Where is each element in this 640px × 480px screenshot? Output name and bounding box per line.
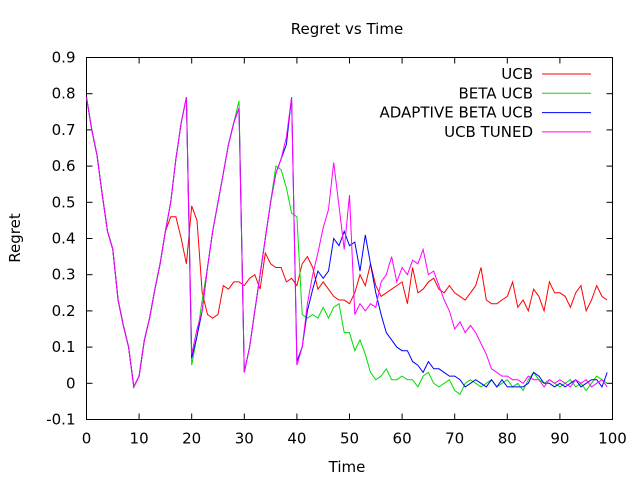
- y-tick-label: 0: [66, 374, 76, 392]
- x-tick-label: 10: [130, 430, 149, 448]
- series-line-beta-ucb: [86, 97, 608, 395]
- x-tick-label: 100: [598, 430, 627, 448]
- x-tick-label: 20: [182, 430, 201, 448]
- y-tick-label: 0.2: [52, 302, 76, 320]
- legend-label: UCB: [501, 65, 533, 83]
- legend-label: UCB TUNED: [444, 123, 533, 141]
- y-tick-label: 0.9: [52, 49, 76, 67]
- x-axis-label: Time: [328, 458, 366, 476]
- plot-area-frame: [86, 57, 613, 420]
- series-line-ucb: [86, 97, 608, 389]
- chart-title: Regret vs Time: [291, 20, 403, 38]
- x-tick-label: 80: [498, 430, 517, 448]
- x-tick-label: 70: [445, 430, 464, 448]
- x-tick-label: 0: [82, 430, 92, 448]
- data-series: [86, 97, 608, 395]
- y-tick-label: 0.8: [52, 85, 76, 103]
- y-tick-label: 0.3: [52, 266, 76, 284]
- legend-label: ADAPTIVE BETA UCB: [380, 104, 534, 122]
- x-tick-label: 90: [550, 430, 569, 448]
- x-tick-label: 30: [235, 430, 254, 448]
- legend-label: BETA UCB: [458, 84, 533, 102]
- y-tick-label: 0.1: [52, 338, 76, 356]
- axis-ticks: 0 10 20 30 40 50 60 70 80 90 100 -0.1 0 0.1 0.2 0.3 0.4 0…: [46, 49, 627, 448]
- x-tick-label: 50: [340, 430, 359, 448]
- y-tick-label: 0.6: [52, 157, 76, 175]
- y-tick-label: 0.4: [52, 230, 76, 248]
- y-axis-label: Regret: [6, 213, 24, 263]
- y-tick-label: -0.1: [46, 411, 75, 429]
- y-tick-label: 0.5: [52, 193, 76, 211]
- series-line-ucb-tuned: [86, 97, 608, 389]
- y-tick-label: 0.7: [52, 121, 76, 139]
- x-tick-label: 40: [287, 430, 306, 448]
- x-tick-label: 60: [393, 430, 412, 448]
